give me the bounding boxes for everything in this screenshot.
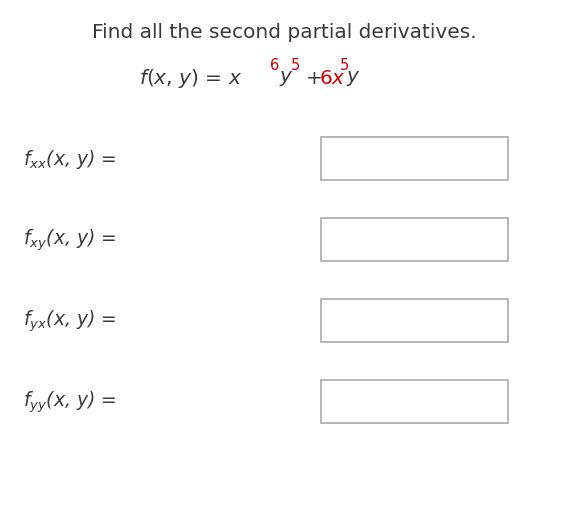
Text: Find all the second partial derivatives.: Find all the second partial derivatives.	[91, 23, 477, 42]
Text: $\it{y}$: $\it{y}$	[346, 69, 361, 88]
Text: $\it{6x}$: $\it{6x}$	[319, 69, 346, 88]
Text: $\it{5}$: $\it{5}$	[339, 57, 349, 73]
Text: $f_{yy}$($\it{x}$, $\it{y}$) =: $f_{yy}$($\it{x}$, $\it{y}$) =	[23, 389, 116, 414]
Text: $+$: $+$	[299, 69, 324, 88]
Text: $\it{6}$: $\it{6}$	[269, 57, 279, 73]
Text: $f_{xx}$($\it{x}$, $\it{y}$) =: $f_{xx}$($\it{x}$, $\it{y}$) =	[23, 147, 116, 171]
Text: $\it{5}$: $\it{5}$	[290, 57, 300, 73]
Text: $f_{yx}$($\it{x}$, $\it{y}$) =: $f_{yx}$($\it{x}$, $\it{y}$) =	[23, 308, 116, 333]
Text: $f_{xy}$($\it{x}$, $\it{y}$) =: $f_{xy}$($\it{x}$, $\it{y}$) =	[23, 227, 116, 252]
FancyBboxPatch shape	[321, 137, 508, 180]
Text: $\it{y}$: $\it{y}$	[279, 69, 294, 88]
FancyBboxPatch shape	[321, 218, 508, 262]
Text: $\it{f}$($\it{x}$, $\it{y}$) = $\it{x}$: $\it{f}$($\it{x}$, $\it{y}$) = $\it{x}$	[139, 67, 243, 90]
FancyBboxPatch shape	[321, 380, 508, 423]
FancyBboxPatch shape	[321, 299, 508, 342]
